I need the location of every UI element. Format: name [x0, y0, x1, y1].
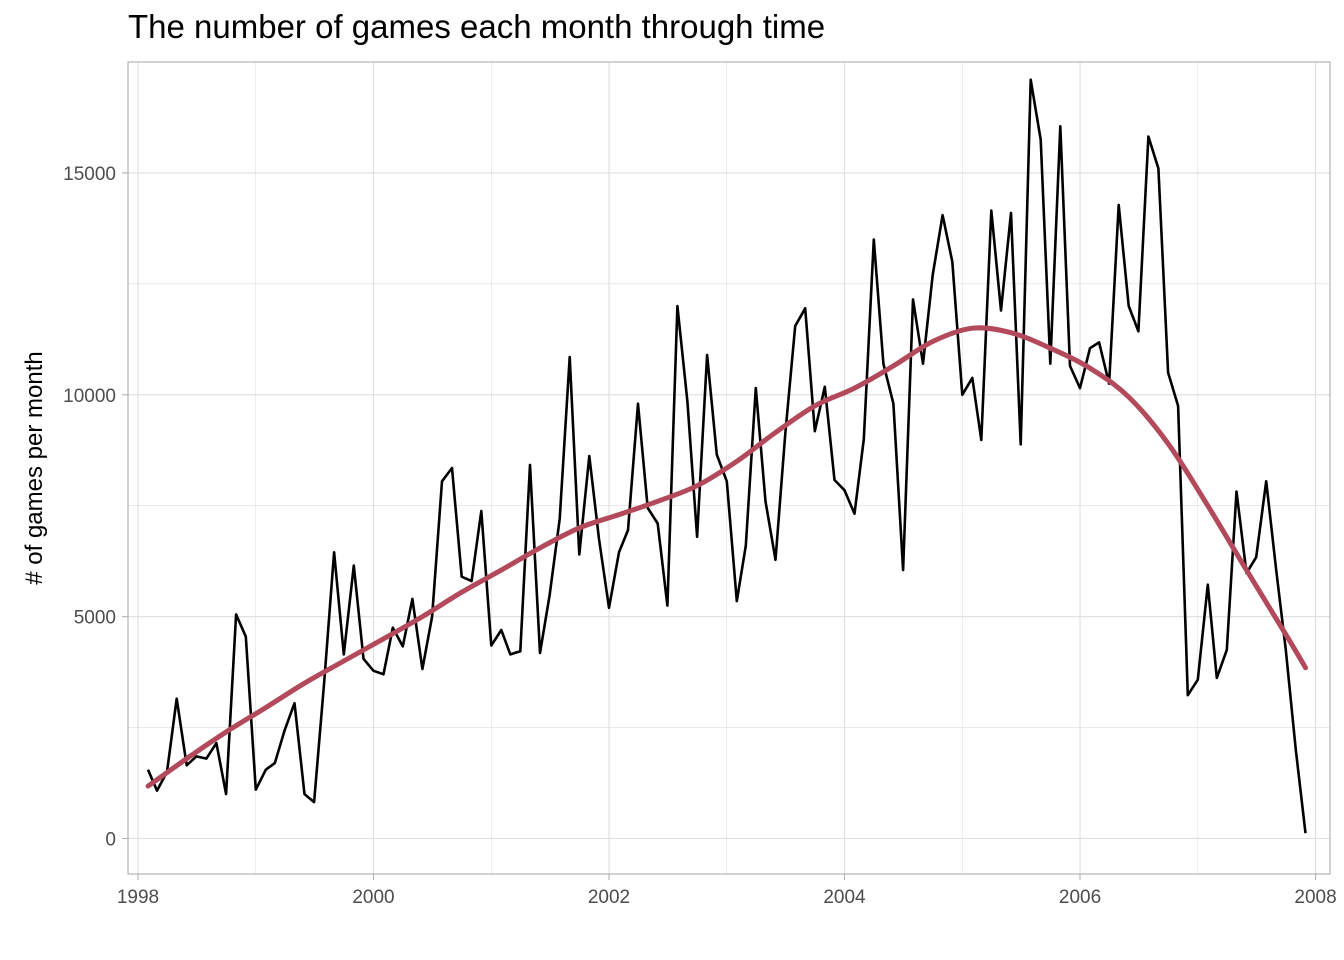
y-tick-label: 10000	[63, 386, 116, 407]
chart-title: The number of games each month through t…	[128, 8, 826, 45]
y-tick-label: 15000	[63, 164, 116, 185]
x-tick-label: 2006	[1059, 887, 1101, 908]
x-tick-label: 2008	[1294, 887, 1336, 908]
monthly-games-line	[146, 78, 1307, 834]
y-tick-labels: 0 5000 10000 15000	[63, 164, 116, 851]
y-tick-label: 0	[105, 830, 116, 851]
x-tick-label: 2002	[588, 887, 630, 908]
series-group	[145, 78, 1308, 834]
y-axis-title: # of games per month	[21, 351, 48, 584]
y-tick-label: 5000	[74, 608, 116, 629]
x-tick-labels: 1998 2000 2002 2004 2006 2008	[117, 887, 1337, 908]
axis-ticks	[122, 172, 1317, 880]
x-tick-label: 2000	[352, 887, 394, 908]
trend-line	[145, 325, 1308, 789]
panel-border	[127, 61, 1331, 875]
x-tick-label: 1998	[117, 887, 159, 908]
x-tick-label: 2004	[823, 887, 866, 908]
